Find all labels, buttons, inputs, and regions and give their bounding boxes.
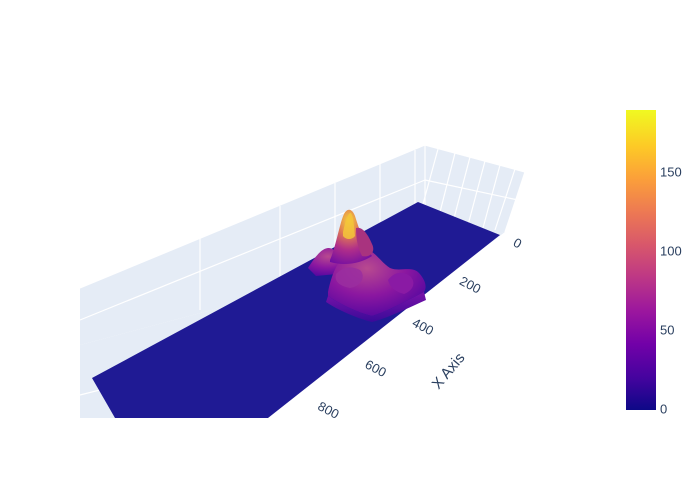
grid-lines (79, 144, 526, 396)
colorbar-tick-label: 150 (660, 165, 682, 180)
surface-ripple (388, 272, 414, 294)
surface-base (92, 202, 500, 418)
x-axis-title: X Axis (429, 350, 469, 393)
x-tick-label: 800 (315, 398, 341, 421)
colorbar: 0 50 100 150 (626, 110, 682, 416)
colorbar-tick-label: 100 (660, 244, 682, 259)
surface-shoulder-2 (335, 267, 363, 288)
surface-mound-right (328, 247, 426, 316)
surface-mound-side (326, 292, 426, 322)
x-tick-label: 400 (410, 315, 436, 338)
colorbar-gradient (626, 110, 656, 410)
surface-features (308, 209, 426, 322)
colorbar-ticks: 0 50 100 150 (660, 165, 682, 417)
x-tick-label: 600 (363, 357, 389, 380)
surface-shoulder (356, 227, 374, 257)
back-pane (80, 145, 525, 345)
surface-highlight (343, 212, 355, 239)
x-tick-label: 200 (457, 273, 483, 296)
x-tick-label: 0 (511, 235, 524, 252)
colorbar-tick-label: 0 (660, 401, 667, 416)
colorbar-tick-label: 50 (660, 322, 674, 337)
